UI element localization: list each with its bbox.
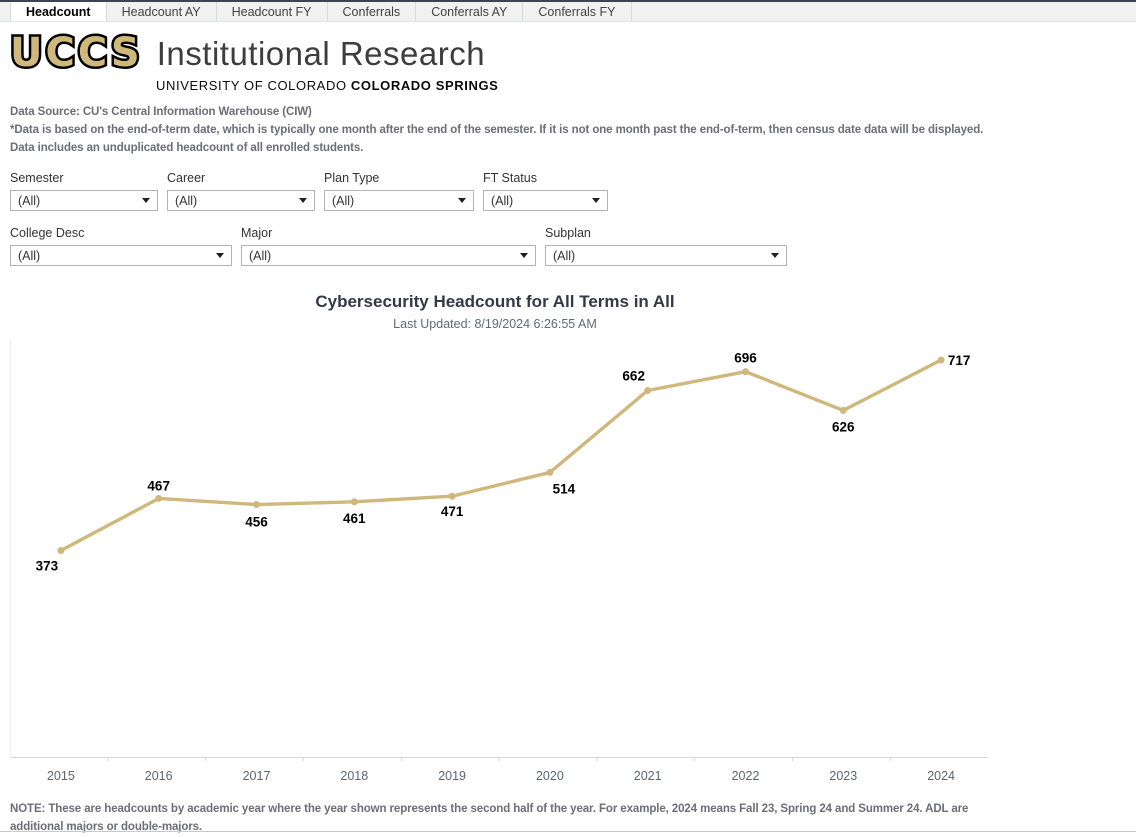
dropdown-value: (All)	[249, 248, 272, 263]
tab-label: Conferrals	[342, 4, 401, 19]
ft-status-dropdown[interactable]: (All)	[483, 190, 608, 211]
page-title: Institutional Research	[156, 35, 486, 72]
filters-row-1: Semester (All) Career (All) Plan Type (A…	[10, 171, 1136, 211]
chevron-down-icon	[142, 198, 150, 203]
x-axis-label: 2021	[634, 769, 662, 783]
tab-conferrals-fy[interactable]: Conferrals FY	[522, 2, 632, 21]
x-axis-label: 2019	[438, 769, 466, 783]
filter-label: Plan Type	[324, 171, 380, 185]
tab-label: Headcount	[26, 4, 91, 19]
tab-headcount-fy[interactable]: Headcount FY	[215, 2, 327, 21]
tab-conferrals[interactable]: Conferrals	[326, 2, 416, 21]
semester-dropdown[interactable]: (All)	[10, 190, 158, 211]
data-point-label: 696	[734, 351, 757, 366]
data-point[interactable]	[546, 468, 554, 476]
disclaimer-line: *Data is based on the end-of-term date, …	[10, 124, 984, 154]
x-axis-label: 2018	[340, 769, 368, 783]
data-point[interactable]	[839, 406, 847, 414]
subtitle-bold: COLORADO SPRINGS	[350, 78, 499, 93]
subtitle-regular: UNIVERSITY OF COLORADO	[156, 78, 351, 93]
filter-career: Career (All)	[167, 171, 315, 211]
subplan-dropdown[interactable]: (All)	[545, 245, 787, 266]
data-point[interactable]	[937, 356, 945, 364]
x-axis-label: 2022	[732, 769, 760, 783]
major-dropdown[interactable]: (All)	[241, 245, 536, 266]
footer-note: NOTE: These are headcounts by academic y…	[10, 803, 969, 833]
tab-headcount-ay[interactable]: Headcount AY	[105, 2, 216, 21]
data-point-label: 456	[245, 515, 268, 530]
bottom-divider	[0, 831, 1136, 832]
university-subtitle: UNIVERSITY OF COLORADO COLORADO SPRINGS	[156, 78, 1136, 93]
filter-major: Major (All)	[241, 226, 536, 266]
data-point[interactable]	[350, 498, 358, 506]
data-point-label: 662	[622, 368, 645, 383]
headcount-series-line	[59, 358, 943, 553]
x-axis-label: 2023	[829, 769, 857, 783]
filter-college-desc: College Desc (All)	[10, 226, 232, 266]
tab-label: Conferrals FY	[538, 4, 616, 19]
data-point-label: 471	[441, 504, 464, 519]
sheet-tab-bar: Headcount Headcount AY Headcount FY Conf…	[0, 0, 1136, 22]
data-point-label: 626	[832, 419, 855, 434]
data-point[interactable]	[742, 368, 749, 376]
chart-header: Cybersecurity Headcount for All Terms in…	[0, 292, 990, 331]
filter-label: College Desc	[10, 226, 85, 240]
uccs-logo: UCCS	[8, 30, 143, 77]
chevron-down-icon	[771, 253, 779, 258]
chart-title: Cybersecurity Headcount for All Terms in…	[315, 292, 675, 311]
headcount-line-chart: 373 2015 467 2016 456 2017 461 2018 471 2019 514 20…	[10, 339, 1136, 794]
x-axis-label: 2016	[145, 769, 173, 783]
filter-label: FT Status	[483, 171, 537, 185]
filter-ft-status: FT Status (All)	[483, 171, 608, 211]
data-point[interactable]	[155, 494, 163, 502]
dropdown-value: (All)	[553, 248, 576, 263]
filter-semester: Semester (All)	[10, 171, 158, 211]
data-point-label: 467	[147, 478, 170, 493]
filters-row-2: College Desc (All) Major (All) Subplan (…	[10, 226, 1136, 266]
data-point-label: 514	[553, 481, 576, 496]
x-axis-label: 2024	[927, 769, 955, 783]
tab-label: Conferrals AY	[431, 4, 508, 19]
filter-label: Subplan	[545, 226, 591, 240]
tab-label: Headcount AY	[121, 4, 201, 19]
chevron-down-icon	[216, 253, 224, 258]
data-point-label: 373	[36, 558, 59, 573]
data-source-note: Data Source: CU's Central Information Wa…	[10, 103, 990, 157]
chevron-down-icon	[592, 198, 600, 203]
chevron-down-icon	[520, 253, 528, 258]
page-header: UCCS Institutional Research UNIVERSITY O…	[8, 30, 1136, 94]
tab-label: Headcount FY	[231, 4, 312, 19]
x-axis-label: 2015	[47, 769, 75, 783]
dropdown-value: (All)	[332, 193, 355, 208]
filter-subplan: Subplan (All)	[545, 226, 787, 266]
dropdown-value: (All)	[18, 248, 41, 263]
tab-conferrals-ay[interactable]: Conferrals AY	[415, 2, 523, 21]
x-axis-label: 2020	[536, 769, 564, 783]
data-point[interactable]	[644, 386, 652, 394]
filter-label: Semester	[10, 171, 64, 185]
filter-label: Major	[241, 226, 273, 240]
data-point[interactable]	[253, 501, 260, 509]
career-dropdown[interactable]: (All)	[167, 190, 315, 211]
chart-last-updated: Last Updated: 8/19/2024 6:26:55 AM	[393, 317, 597, 331]
data-point[interactable]	[448, 492, 456, 500]
x-axis-label: 2017	[243, 769, 271, 783]
dropdown-value: (All)	[175, 193, 198, 208]
college-desc-dropdown[interactable]: (All)	[10, 245, 232, 266]
data-point[interactable]	[57, 546, 65, 554]
plan-type-dropdown[interactable]: (All)	[324, 190, 474, 211]
headcount-line-chart-svg: 373 2015 467 2016 456 2017 461 2018 471 2019 514 20…	[10, 339, 988, 783]
data-point-label: 717	[948, 353, 971, 368]
dropdown-value: (All)	[491, 193, 514, 208]
chevron-down-icon	[458, 198, 466, 203]
tab-headcount[interactable]: Headcount	[10, 2, 106, 21]
data-point-label: 461	[343, 511, 366, 526]
filter-plan-type: Plan Type (All)	[324, 171, 474, 211]
chevron-down-icon	[299, 198, 307, 203]
data-source-line: Data Source: CU's Central Information Wa…	[10, 106, 312, 118]
filter-label: Career	[167, 171, 206, 185]
dropdown-value: (All)	[18, 193, 41, 208]
